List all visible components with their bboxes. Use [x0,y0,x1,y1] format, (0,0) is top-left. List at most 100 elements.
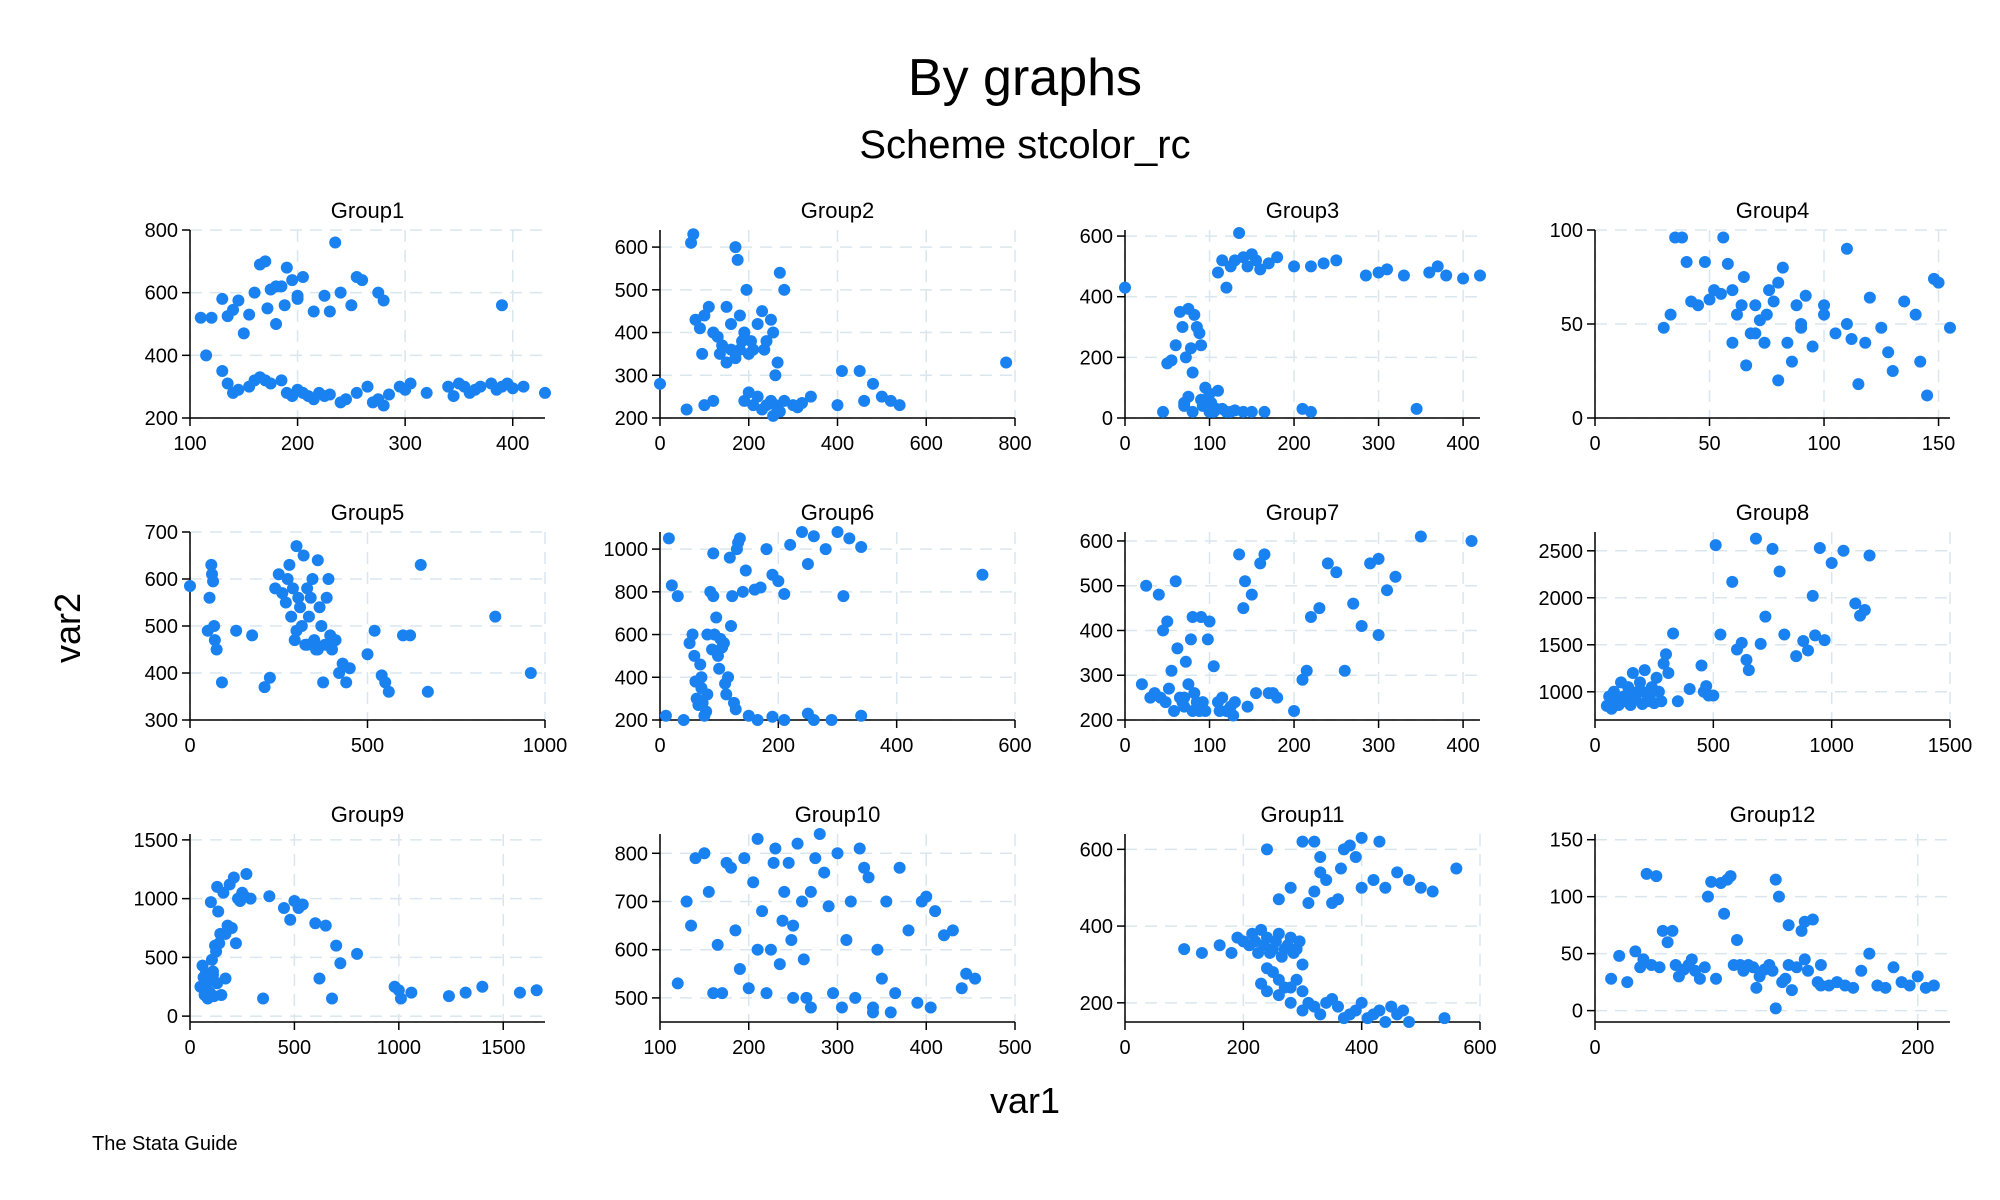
y-tick-label: 600 [1080,531,1113,553]
data-point [801,558,814,571]
data-point [1863,291,1876,304]
y-tick-label: 100 [1550,887,1583,909]
y-tick-label: 500 [145,947,178,969]
data-point [1317,257,1330,270]
x-tick-label: 100 [643,1037,676,1059]
data-point [1612,695,1625,708]
data-point [1767,295,1780,308]
panel-10: 500 600 700 800 100 200 300 400 500 Group10 [615,802,1032,1059]
data-point [693,322,706,335]
data-point [382,685,395,698]
data-point [1657,321,1670,334]
data-point [849,991,862,1004]
y-tick-label: 400 [615,323,648,345]
data-point [1903,979,1916,992]
data-point [221,377,234,390]
y-tick-label: 600 [145,569,178,591]
data-point [1806,913,1819,926]
data-point [924,1001,937,1014]
data-point [246,629,259,642]
data-point [318,289,331,302]
data-point [284,913,297,926]
data-point [204,896,217,909]
data-point [276,587,289,600]
data-point [323,388,336,401]
data-point [702,885,715,898]
data-point [302,610,315,623]
data-point [1718,907,1731,920]
data-point [766,710,779,723]
data-point [1701,890,1714,903]
data-point [1355,831,1368,844]
y-tick-label: 200 [1080,993,1113,1015]
data-point [506,382,519,395]
data-point [1207,660,1220,673]
data-point [329,634,342,647]
data-point [217,886,230,899]
data-point [702,300,715,313]
data-point [717,637,730,650]
data-point [489,610,502,623]
data-point [1735,299,1748,312]
data-point [1626,667,1639,679]
x-axis-title: var1 [990,1080,1060,1121]
x-tick-label: 0 [184,1037,195,1059]
y-tick-label: 300 [145,710,178,732]
data-point [1624,698,1637,711]
data-point [1178,943,1191,956]
y-tick-label: 600 [615,625,648,647]
data-point [1355,620,1368,632]
data-point [671,977,684,990]
data-point [326,992,338,1005]
data-point [729,241,742,254]
data-point [307,305,320,318]
panel-12: 0 50 100 150 0 200 Group12 [1550,802,1950,1059]
data-point [844,895,857,908]
data-point [1211,384,1224,397]
data-point [1355,881,1368,894]
data-point [796,895,808,908]
data-point [1932,276,1945,289]
data-point [442,380,455,393]
data-point [787,919,800,932]
data-point [1272,973,1285,986]
data-point [291,292,304,305]
data-point [1178,691,1191,704]
data-point [791,837,804,850]
data-point [796,526,808,538]
data-point [1245,405,1258,418]
data-point [1119,281,1131,294]
data-point [1135,678,1148,691]
x-tick-label: 1500 [1928,735,1973,757]
data-point [259,255,272,268]
data-point [1193,327,1206,340]
data-point [1664,308,1677,321]
data-point [1776,261,1789,274]
data-point [1747,961,1760,974]
data-point [1457,272,1470,285]
data-point [747,343,760,356]
data-point [976,568,989,581]
panel-title: Group1 [331,198,404,223]
chart-title: By graphs [908,49,1142,107]
data-point [1241,260,1254,273]
data-point [773,266,786,279]
y-tick-label: 400 [145,663,178,685]
panel-title: Group4 [1736,198,1809,223]
data-point [1671,695,1684,708]
data-point [740,283,753,296]
data-point [751,832,764,845]
data-point [827,987,840,1000]
data-point [1373,835,1386,848]
y-tick-label: 200 [145,408,178,430]
x-tick-label: 0 [1589,1037,1600,1059]
data-point [301,638,314,651]
data-point [270,318,283,330]
data-point [853,365,866,377]
data-point [212,905,225,918]
data-point [1852,378,1865,391]
data-point [1272,927,1285,940]
data-point [1636,685,1649,698]
data-point [837,590,850,603]
data-point [771,356,784,369]
